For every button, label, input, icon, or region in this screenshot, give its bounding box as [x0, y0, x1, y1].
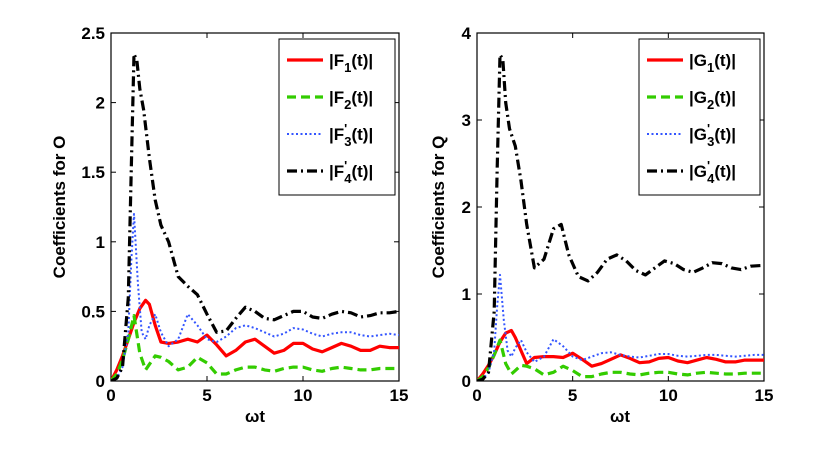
x-tick-label: 0 — [106, 386, 115, 405]
x-tick-label: 0 — [472, 386, 481, 405]
y-tick-label: 1 — [462, 285, 471, 304]
x-tick-label: 10 — [294, 386, 313, 405]
series-group-left — [111, 52, 399, 381]
axis-ticks-right: 0 5 10 15 0 1 2 3 4 — [462, 24, 774, 405]
legend-label-2: |F2(t)| — [329, 88, 373, 112]
x-tick-label: 15 — [390, 386, 409, 405]
legend-label-1: |F1(t)| — [329, 51, 373, 75]
y-tick-label: 2.5 — [81, 24, 105, 43]
series-line-1 — [477, 328, 764, 381]
y-axis-label-right: Coefficients for Q — [429, 136, 448, 279]
legend-label-4: |F' 4(t)| — [329, 158, 373, 186]
series-line-2 — [477, 338, 764, 381]
y-tick-label: 0 — [96, 372, 105, 391]
legend-box — [278, 38, 396, 196]
legend-label-2: |G2(t)| — [689, 88, 736, 112]
y-tick-label: 0.5 — [81, 302, 105, 321]
legend-left: |F1(t)| |F2(t)| |F' 3(t)| |F' 4(t)| — [278, 38, 396, 196]
x-tick-label: 5 — [202, 386, 211, 405]
legend-label-3: |F' 3(t)| — [329, 121, 373, 149]
y-tick-label: 2 — [96, 94, 105, 113]
x-axis-label-left: ωt — [245, 407, 265, 426]
x-tick-label: 15 — [755, 386, 774, 405]
legend-label-3: |G' 3(t)| — [689, 121, 736, 149]
series-line-2 — [111, 314, 399, 381]
y-tick-label: 1 — [96, 233, 105, 252]
panel-left: ωt Coefficients for O 0 5 10 15 0 0.5 1 1.5 2 2.5… — [50, 24, 408, 426]
series-group-right — [477, 53, 764, 381]
y-axis-label-left: Coefficients for O — [50, 136, 69, 279]
legend-box — [638, 38, 761, 196]
series-line-3 — [477, 273, 764, 381]
panel-right: ωt Coefficients for Q 0 5 10 15 0 1 2 3 4 |G1(t)… — [429, 24, 773, 426]
x-tick-label: 5 — [568, 386, 577, 405]
y-tick-label: 3 — [462, 111, 471, 130]
legend-label-1: |G1(t)| — [689, 51, 736, 75]
x-axis-label-right: ωt — [610, 407, 630, 426]
series-line-1 — [111, 298, 399, 381]
legend-right: |G1(t)| |G2(t)| |G' 3(t)| |G' 4(t)| — [638, 38, 761, 196]
y-tick-label: 0 — [462, 372, 471, 391]
series-line-3 — [111, 213, 399, 381]
x-tick-label: 10 — [659, 386, 678, 405]
y-tick-label: 2 — [462, 198, 471, 217]
axis-ticks-left: 0 5 10 15 0 0.5 1 1.5 2 2.5 — [81, 24, 408, 405]
y-tick-label: 4 — [462, 24, 472, 43]
y-tick-label: 1.5 — [81, 163, 105, 182]
series-line-4 — [477, 53, 764, 381]
legend-label-4: |G' 4(t)| — [689, 158, 736, 186]
